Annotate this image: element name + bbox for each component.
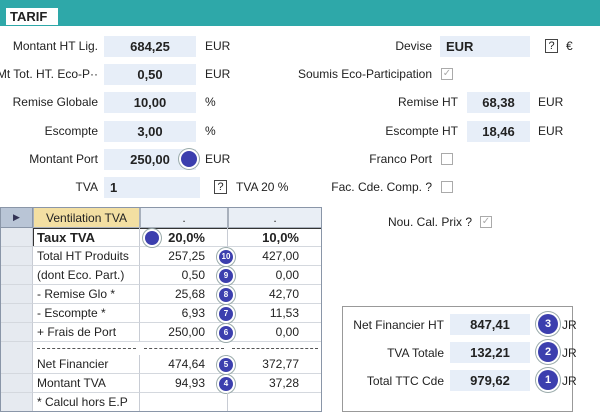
help-button[interactable]: ?: [214, 180, 227, 194]
row-header: [0, 247, 33, 266]
value-box[interactable]: 250,00: [104, 148, 196, 170]
row-header: [0, 374, 33, 393]
value-box[interactable]: 0,50: [104, 64, 196, 86]
badge: 9: [219, 269, 233, 283]
cell: - Remise Glo *: [33, 285, 140, 304]
row-header: [0, 323, 33, 342]
field-label: Soumis Eco-Participation: [297, 67, 432, 82]
row-header: [0, 304, 33, 323]
badge: 8: [219, 288, 233, 302]
unit: JR: [562, 374, 577, 388]
field-label: Franco Port: [369, 151, 432, 166]
summary-panel: [342, 306, 573, 412]
row-header: [0, 228, 33, 247]
cell: + Frais de Port: [33, 323, 140, 342]
cell: - Escompte *: [33, 304, 140, 323]
unit: EUR: [205, 151, 231, 166]
field-label: Montant Port: [29, 151, 98, 166]
separator: [37, 348, 136, 349]
checkbox[interactable]: ✓: [441, 68, 453, 81]
value-box: 979,62: [450, 370, 530, 391]
cell: Total HT Produits: [33, 247, 140, 266]
value-box: 847,41: [450, 314, 530, 335]
checkbox[interactable]: ✓: [480, 216, 492, 228]
row-header: [0, 266, 33, 285]
value-box[interactable]: 3,00: [104, 120, 196, 142]
cell: Montant TVA: [33, 374, 140, 393]
value-box[interactable]: 684,25: [104, 36, 196, 57]
title-bar: [0, 0, 600, 26]
badge: 10: [219, 250, 233, 264]
value-box[interactable]: 68,38: [467, 92, 530, 114]
badge: 4: [219, 377, 233, 391]
unit: JR: [562, 346, 577, 360]
checkbox[interactable]: [441, 152, 453, 165]
value-box[interactable]: 1: [104, 177, 200, 198]
unit: %: [205, 95, 216, 110]
row-header: [0, 355, 33, 374]
help-button[interactable]: ?: [545, 39, 558, 53]
field-label: Montant HT Lig.: [12, 39, 98, 53]
checkbox[interactable]: [441, 181, 453, 193]
row-header: [0, 285, 33, 304]
unit: TVA 20 %: [236, 180, 289, 194]
value-box[interactable]: 18,46: [467, 120, 530, 142]
row-header: [0, 342, 33, 355]
field-label: Devise: [395, 39, 432, 53]
cell: Net Financier: [33, 355, 140, 374]
cell: (dont Eco. Part.): [33, 266, 140, 285]
field-label: Nou. Cal. Prix ?: [387, 215, 472, 229]
section-title: TARIF: [6, 8, 58, 25]
field-label: TVA: [75, 180, 98, 194]
value-box[interactable]: 10,00: [104, 92, 196, 114]
cell: 20,0%: [140, 228, 228, 247]
separator: [232, 348, 318, 349]
summary-label: Total TTC Cde: [366, 374, 444, 388]
unit: EUR: [538, 123, 564, 138]
badge: 2: [538, 342, 558, 362]
unit: %: [205, 123, 216, 138]
badge: 6: [219, 326, 233, 340]
calc-icon[interactable]: [181, 150, 197, 167]
field-label: Remise HT: [397, 95, 458, 110]
unit: EUR: [538, 95, 564, 110]
unit: JR: [562, 318, 577, 332]
summary-label: Net Financier HT: [353, 318, 444, 332]
unit: EUR: [205, 67, 231, 82]
cell: Taux TVA: [33, 228, 140, 247]
field-label: Fac. Cde. Comp. ?: [331, 180, 432, 194]
field-label: Escompte: [44, 123, 98, 138]
badge: 3: [538, 314, 558, 334]
unit: €: [566, 39, 573, 53]
table-border: [0, 207, 322, 412]
value-box: 132,21: [450, 342, 530, 363]
field-label: Escompte HT: [385, 123, 458, 138]
unit: EUR: [205, 39, 231, 53]
badge: 7: [219, 307, 233, 321]
badge: 1: [538, 370, 558, 390]
summary-label: TVA Totale: [387, 346, 444, 360]
field-label: Remise Globale: [12, 95, 98, 110]
field-label: Mt Tot. HT. Eco-P··: [0, 67, 98, 82]
calc-icon[interactable]: [145, 231, 159, 245]
badge: 5: [219, 358, 233, 372]
separator: [144, 348, 224, 349]
value-box[interactable]: EUR: [440, 36, 530, 57]
